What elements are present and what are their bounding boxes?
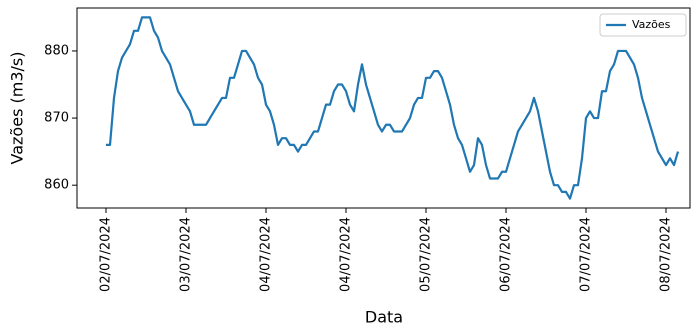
- legend-label: Vazões: [632, 18, 671, 31]
- y-tick-label: 870: [44, 111, 69, 126]
- x-tick-label: 02/07/2024: [99, 217, 114, 292]
- x-tick-label: 04/07/2024: [259, 217, 274, 292]
- x-tick-label: 05/07/2024: [419, 217, 434, 292]
- y-tick-label: 860: [44, 178, 69, 193]
- y-axis-label: Vazões (m3/s): [8, 52, 27, 165]
- legend-box: [599, 13, 687, 37]
- x-tick-label: 07/07/2024: [579, 217, 594, 292]
- series-line: [106, 16, 680, 200]
- plot-frame: [76, 7, 691, 209]
- x-tick-label: 06/07/2024: [499, 217, 514, 292]
- y-tick-label: 880: [44, 43, 69, 58]
- x-tick-label: 08/07/2024: [659, 217, 674, 292]
- x-tick-label: 03/07/2024: [179, 217, 194, 292]
- x-axis-label: Data: [365, 308, 403, 327]
- x-tick-label: 04/07/2024: [339, 217, 354, 292]
